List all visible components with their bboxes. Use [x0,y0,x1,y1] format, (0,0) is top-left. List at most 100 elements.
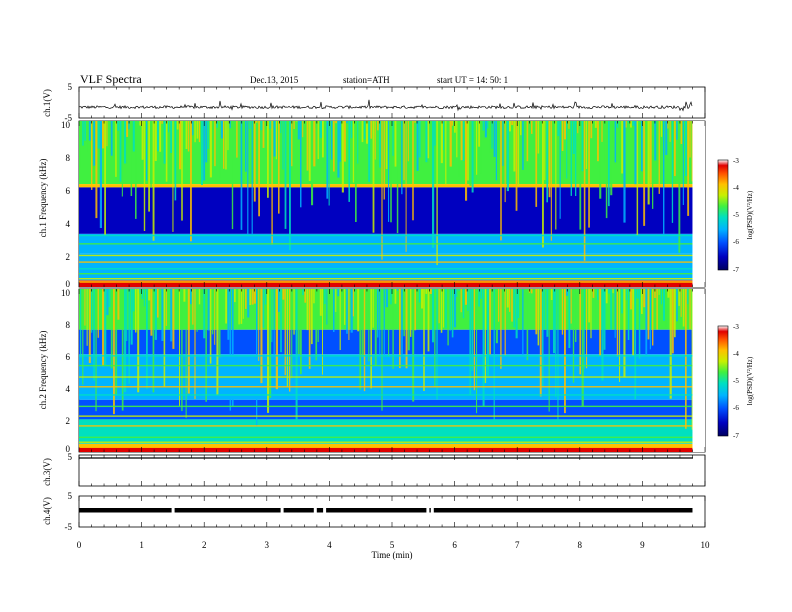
ch4-ytick-bottom: -5 [65,522,73,532]
spec2-burst-227 [579,289,581,375]
spec2-burst-119 [341,289,343,329]
spec2-burst-91 [280,289,282,353]
spec1-burst-77 [249,121,251,130]
spec2-burst-257 [645,289,648,363]
spec1-burst-164 [440,121,443,164]
ch1-spectrogram-image [79,121,705,287]
spec1-burst-214 [550,121,552,241]
ch4-waveform-gaps [171,505,704,515]
spec1-burst-221 [566,121,568,179]
spec2-burst-49 [187,289,190,394]
spec2-burst-182 [480,289,482,299]
spec1-burst-167 [447,121,449,183]
ch2-colorbar-ramp [717,325,729,437]
spec1-burst-45 [179,121,182,170]
spec2-burst-136 [379,289,381,373]
spec2-burst-240 [608,289,610,294]
spec1-burst-36 [159,121,162,152]
spec1-burst-159 [429,121,431,135]
spec1-burst-13 [108,121,111,154]
spec1-burst-200 [520,121,522,136]
ch1-colorbar-label: log(PSD)(V²/Hz) [746,190,754,239]
spec1-burst-275 [685,121,687,176]
spec1-burst-195 [509,121,511,132]
spec1-burst-219 [561,121,564,151]
spec2-burst-154 [418,289,421,303]
spec2-burst-222 [568,289,571,348]
spec1-burst-121 [346,121,348,124]
spec1-burst-8 [97,121,100,149]
spec1-burst-266 [665,121,668,155]
spec1-burst-192 [502,121,504,166]
spec1-ytick-6: 6 [66,186,71,196]
spec2-burst-28 [141,289,143,300]
spec2-burst-114 [330,289,333,290]
spec1-burst-88 [273,121,276,157]
spec2-burst-31 [148,289,151,301]
spec1-burst-257 [645,121,648,133]
spec1-burst-234 [594,121,597,128]
spec2-burst-185 [487,289,489,376]
spec2-burst-234 [594,289,597,323]
spec1-burst-111 [324,121,326,164]
spec1-burst-150 [410,121,413,184]
spec2-burst-238 [603,289,606,350]
spec1-burst-242 [612,121,614,144]
ch4-gap-0 [171,507,175,514]
spec1-burst-101 [302,121,304,138]
spec2-line-4 [79,394,693,396]
spec2-burst-42 [172,289,175,349]
spec2-burst-51 [192,289,194,325]
spec2-burst-200 [520,289,522,311]
spec1-burst-249 [627,121,630,123]
spec2-burst-199 [517,289,520,319]
ch3-waveform-panel: 5 ch.3(V) [42,452,706,487]
spec2-burst-237 [601,289,604,381]
spec2-burst-52 [194,289,196,400]
spec1-burst-218 [559,121,561,219]
ch1-waveform-trace [78,99,693,112]
spec2-burst-146 [401,289,403,387]
spec2-line-1 [79,364,693,367]
spec2-burst-96 [291,289,293,379]
spec1-band-1 [79,184,693,188]
spec1-burst-95 [289,121,291,250]
spec1-burst-23 [130,121,133,196]
spec2-burst-4 [88,289,91,363]
spec1-burst-240 [608,121,610,207]
spec2-burst-21 [126,289,128,341]
spec2-burst-162 [436,289,438,400]
spec2-burst-62 [216,289,219,396]
spec2-burst-188 [493,289,495,420]
spec1-burst-169 [451,121,453,126]
spec2-burst-72 [238,289,240,325]
spec1-burst-232 [590,121,593,139]
spec2-burst-25 [135,289,137,333]
spec1-ytick-2: 2 [66,252,71,262]
spec2-burst-232 [590,289,592,339]
spec1-burst-231 [588,121,590,228]
spec1-burst-148 [405,121,407,252]
spec1-burst-227 [579,121,582,230]
spec2-burst-92 [282,289,285,300]
spec2-burst-157 [425,289,428,294]
spec1-burst-48 [185,121,188,149]
ch1-ytick-top: 5 [68,82,73,92]
spec2-burst-104 [308,289,311,369]
spec1-burst-185 [487,121,489,129]
spec1-burst-15 [113,121,115,158]
spec1-burst-117 [337,121,340,178]
spec2-burst-10 [102,289,105,367]
spec1-burst-158 [427,121,430,159]
xtick-7: 7 [515,540,520,550]
spec2-burst-241 [610,289,612,330]
spec2-burst-45 [179,289,180,407]
spec1-burst-187 [491,121,493,149]
ch1-cbar-tick-m5: -5 [733,211,739,219]
spec1-burst-19 [121,121,123,197]
spec1-burst-17 [117,121,120,131]
spec1-burst-38 [163,121,166,164]
spec2-burst-100 [300,289,302,375]
spec2-burst-195 [509,289,511,312]
